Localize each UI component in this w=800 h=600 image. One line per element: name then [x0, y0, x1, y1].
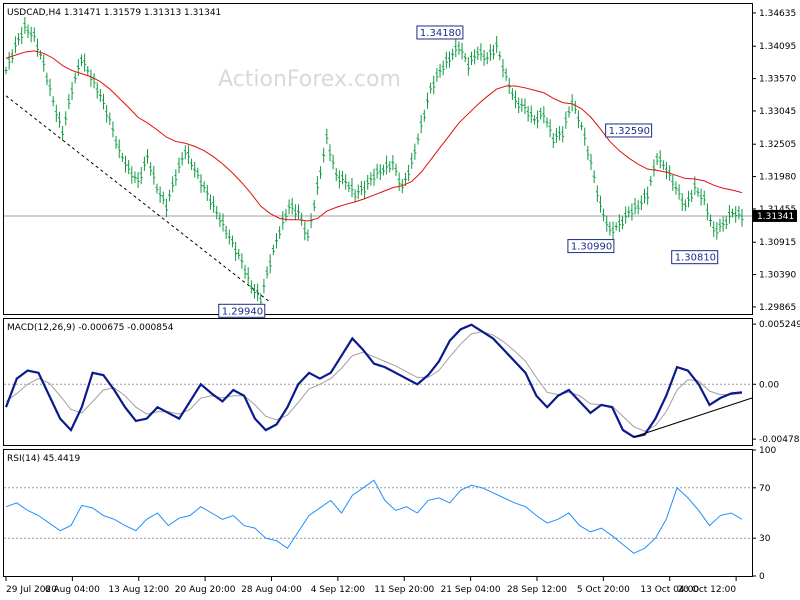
x-tick-label: 20 Oct 12:00 — [677, 585, 736, 595]
watermark: ActionForex.com — [218, 67, 401, 92]
price-y-tick-label: 1.34095 — [759, 42, 796, 52]
macd-y-tick-label: -0.004785 — [759, 435, 800, 445]
x-tick-label: 4 Sep 12:00 — [311, 585, 366, 595]
price-callout-box — [671, 250, 719, 265]
rsi-y-tick-label: 100 — [759, 446, 776, 456]
x-tick-label: 6 Aug 04:00 — [45, 585, 100, 595]
x-tick-label: 28 Aug 04:00 — [241, 585, 302, 595]
current-price-label: 1.31341 — [757, 212, 794, 222]
price-y-tick-label: 1.32505 — [759, 140, 796, 150]
macd-y-tick-label: 0.005249 — [759, 320, 800, 330]
x-tick-label: 21 Sep 04:00 — [441, 585, 501, 595]
macd-y-tick-label: 0.00 — [759, 380, 779, 390]
price-callout-box — [605, 123, 653, 138]
rsi-y-tick-label: 70 — [759, 484, 771, 494]
moving-average-line — [5, 50, 743, 222]
x-tick-label: 20 Aug 20:00 — [175, 585, 236, 595]
price-panel — [3, 3, 753, 315]
rsi-title: RSI(14) 45.4419 — [7, 454, 80, 464]
price-y-tick-label: 1.30390 — [759, 271, 796, 281]
price-y-tick-label: 1.33570 — [759, 75, 796, 85]
rsi-line — [5, 479, 743, 554]
price-y-tick-label: 1.31980 — [759, 173, 796, 183]
rsi-y-tick-label: 0 — [759, 572, 765, 582]
x-tick-label: 5 Oct 20:00 — [577, 585, 630, 595]
macd-trend-line — [633, 397, 753, 438]
x-tick-label: 13 Oct 04:00 — [640, 585, 699, 595]
x-tick-label: 28 Sep 12:00 — [507, 585, 567, 595]
rsi-y-tick-label: 30 — [759, 534, 771, 544]
axis-layer: 1.34635 1.34095 1.33570 1.33045 1.32505 1.319… — [5, 9, 800, 595]
price-callout-label: 1.30810 — [675, 253, 716, 264]
macd-signal-line — [5, 331, 743, 432]
price-layer: 1.34180 1.32590 1.30990 1.30810 1.29940 — [4, 17, 752, 318]
price-callout-label: 1.32590 — [609, 126, 650, 137]
current-price-box — [753, 209, 797, 222]
trend-line — [5, 95, 271, 303]
price-y-tick-label: 1.33045 — [759, 107, 796, 117]
price-callout-box — [567, 239, 615, 254]
price-callout-label: 1.34180 — [420, 28, 461, 39]
macd-main-line — [4, 323, 743, 439]
price-callout-box — [416, 25, 464, 40]
price-callout-box — [218, 303, 266, 318]
price-y-tick-label: 1.34635 — [759, 9, 796, 19]
price-callout-label: 1.29940 — [222, 306, 263, 317]
price-callout-label: 1.30990 — [571, 242, 612, 253]
x-tick-label: 29 Jul 2020 — [6, 585, 57, 595]
x-tick-label: 13 Aug 12:00 — [108, 585, 169, 595]
macd-title: MACD(12,26,9) -0.000675 -0.000854 — [7, 323, 174, 333]
rsi-layer — [4, 479, 752, 554]
price-y-tick-label: 1.31455 — [759, 205, 796, 215]
rsi-panel — [3, 449, 753, 577]
price-y-tick-label: 1.29865 — [759, 303, 796, 313]
macd-layer — [4, 323, 753, 439]
price-y-tick-label: 1.30915 — [759, 238, 796, 248]
x-tick-label: 11 Sep 20:00 — [374, 585, 434, 595]
macd-panel — [3, 318, 753, 446]
symbol-info: USDCAD,H4 1.31471 1.31579 1.31313 1.3134… — [7, 8, 221, 18]
